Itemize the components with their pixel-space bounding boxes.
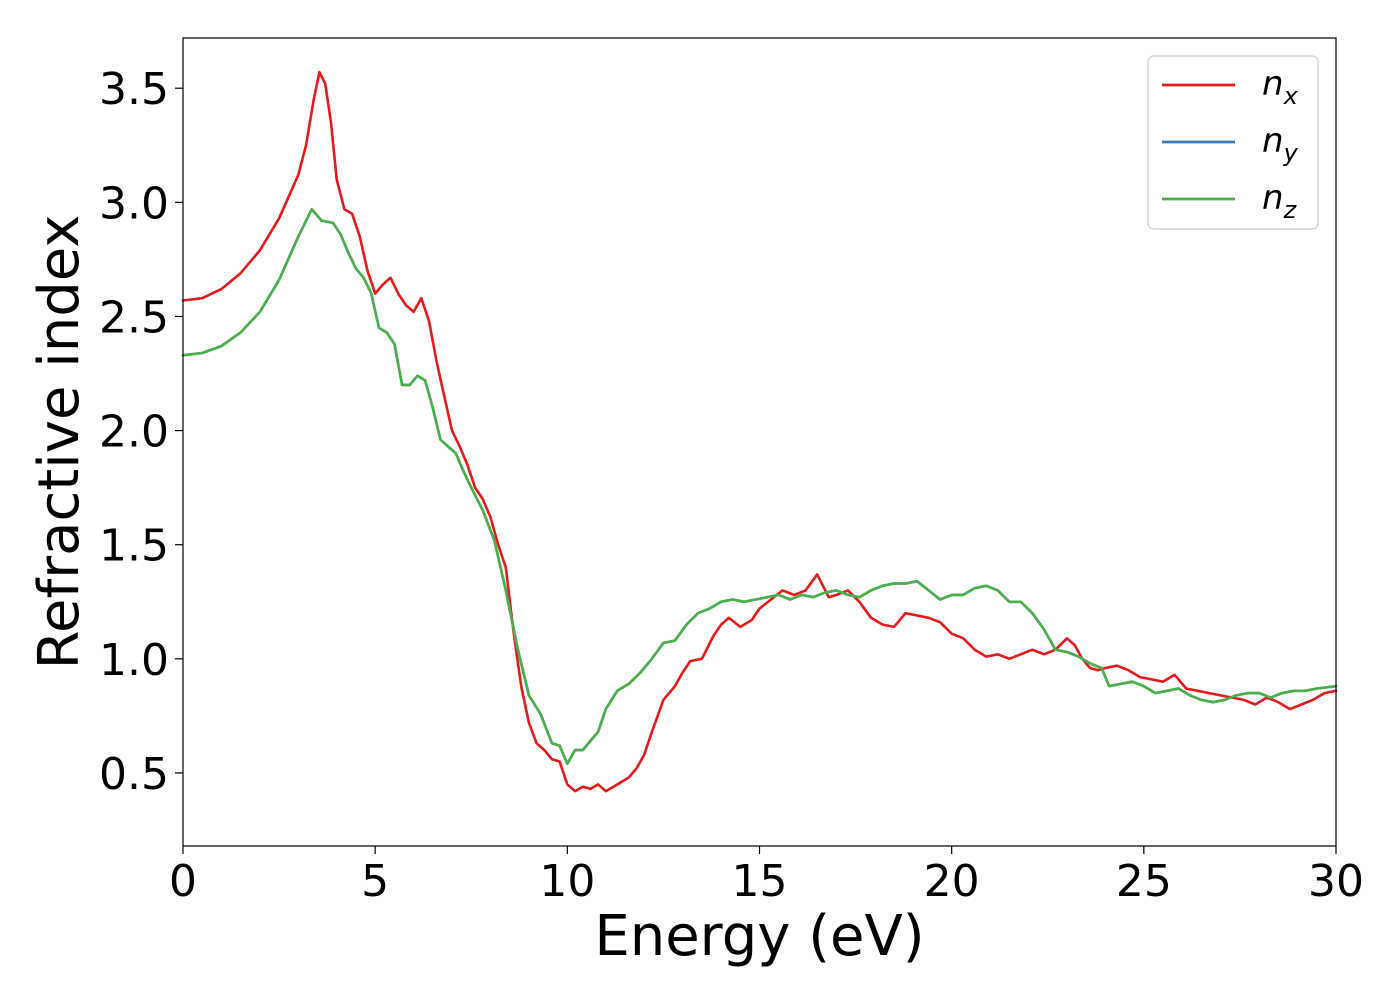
legend-label-nz: nz bbox=[1262, 178, 1298, 224]
legend-label-subscript: z bbox=[1283, 196, 1298, 224]
plot-background bbox=[183, 38, 1336, 846]
y-tick-label: 2.5 bbox=[99, 292, 169, 343]
legend-label-nx: nx bbox=[1262, 64, 1299, 110]
y-tick-label: 3.5 bbox=[99, 64, 169, 115]
y-tick-label: 1.0 bbox=[99, 635, 169, 686]
y-tick-label: 1.5 bbox=[99, 521, 169, 572]
legend-label-subscript: x bbox=[1283, 82, 1299, 110]
x-tick-label: 0 bbox=[169, 856, 197, 907]
x-tick-label: 5 bbox=[361, 856, 389, 907]
y-axis-ticks: 0.5 1.0 1.5 2.0 2.5 3.0 3.5 bbox=[99, 64, 183, 800]
legend-label-base: n bbox=[1262, 121, 1284, 161]
series-line-nz bbox=[181, 207, 1338, 766]
x-tick-label: 30 bbox=[1308, 856, 1364, 907]
x-tick-label: 25 bbox=[1116, 856, 1172, 907]
x-axis-ticks: 0 5 10 15 20 25 30 bbox=[169, 846, 1364, 907]
x-tick-label: 10 bbox=[539, 856, 595, 907]
y-tick-label: 2.0 bbox=[99, 407, 169, 458]
legend-label-subscript: y bbox=[1283, 139, 1299, 167]
y-tick-label: 0.5 bbox=[99, 749, 169, 800]
legend-label-ny: ny bbox=[1262, 121, 1299, 167]
x-tick-label: 15 bbox=[732, 856, 788, 907]
y-tick-label: 3.0 bbox=[99, 178, 169, 229]
series-layer bbox=[181, 70, 1338, 793]
legend-label-base: n bbox=[1262, 64, 1284, 104]
legend-label-base: n bbox=[1262, 178, 1284, 218]
x-axis-title: Energy (eV) bbox=[594, 904, 924, 969]
series-line-nx bbox=[181, 70, 1338, 793]
y-axis-title: Refractive index bbox=[27, 215, 92, 670]
x-tick-label: 20 bbox=[924, 856, 980, 907]
